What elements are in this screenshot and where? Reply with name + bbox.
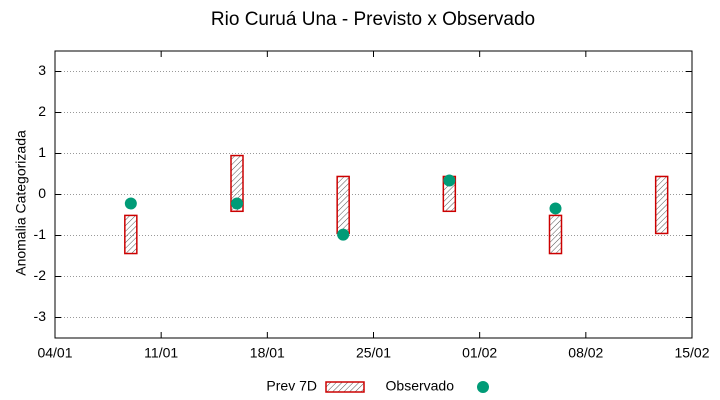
- observed-point: [443, 174, 456, 187]
- legend-label: Prev 7D: [266, 378, 317, 394]
- y-tick-label: 1: [38, 144, 46, 160]
- y-axis-label: Anomalia Categorizada: [13, 130, 29, 276]
- y-tick-label: -2: [34, 267, 47, 283]
- y-tick-label: 3: [38, 62, 46, 78]
- observed-point: [337, 228, 350, 241]
- observed-point: [549, 202, 562, 215]
- chart-title: Rio Curuá Una - Previsto x Observado: [211, 9, 535, 30]
- forecast-box: [654, 175, 669, 235]
- x-tick-label: 08/02: [568, 345, 603, 361]
- legend-swatch: [477, 381, 489, 393]
- forecast-box: [124, 214, 138, 255]
- y-tick-label: -3: [34, 308, 47, 324]
- y-tick-label: 2: [38, 103, 46, 119]
- plot-frame: [54, 50, 693, 339]
- x-tick-label: 18/01: [250, 345, 285, 361]
- x-tick-label: 15/02: [674, 345, 709, 361]
- x-tick-label: 25/01: [356, 345, 391, 361]
- legend-label: Observado: [386, 378, 455, 394]
- x-tick-label: 01/02: [462, 345, 497, 361]
- x-tick-label: 04/01: [37, 345, 72, 361]
- legend-swatch: [325, 381, 365, 393]
- forecast-box: [230, 154, 244, 213]
- y-tick-label: -1: [34, 226, 47, 242]
- forecast-box: [548, 214, 563, 255]
- observed-point: [124, 197, 137, 210]
- observed-point: [231, 197, 243, 210]
- x-tick-label: 11/01: [144, 345, 178, 361]
- forecast-box: [336, 175, 350, 235]
- y-tick-label: 0: [38, 185, 46, 201]
